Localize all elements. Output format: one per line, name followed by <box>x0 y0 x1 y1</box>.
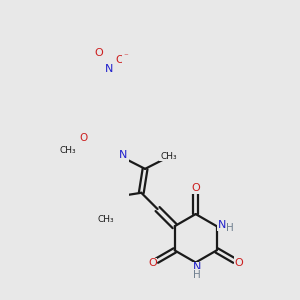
Text: O: O <box>191 183 200 193</box>
Text: N: N <box>119 150 127 160</box>
Text: ⁺: ⁺ <box>114 59 119 68</box>
Text: O: O <box>235 258 243 268</box>
Text: CH₃: CH₃ <box>160 152 177 160</box>
Text: N: N <box>105 64 114 74</box>
Text: ⁻: ⁻ <box>123 53 128 62</box>
Text: O: O <box>116 55 124 65</box>
Text: CH₃: CH₃ <box>60 146 76 154</box>
Text: CH₃: CH₃ <box>97 215 114 224</box>
Text: H: H <box>226 223 234 233</box>
Text: N: N <box>193 262 202 272</box>
Text: O: O <box>148 258 157 268</box>
Text: N: N <box>218 220 226 230</box>
Text: H: H <box>194 270 201 280</box>
Text: O: O <box>94 49 103 58</box>
Text: O: O <box>79 133 87 143</box>
